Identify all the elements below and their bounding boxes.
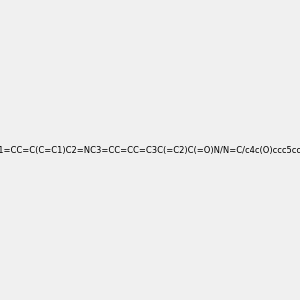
Text: CCOC1=CC=C(C=C1)C2=NC3=CC=CC=C3C(=C2)C(=O)N/N=C/c4c(O)ccc5ccccc45: CCOC1=CC=C(C=C1)C2=NC3=CC=CC=C3C(=C2)C(=… (0, 146, 300, 154)
